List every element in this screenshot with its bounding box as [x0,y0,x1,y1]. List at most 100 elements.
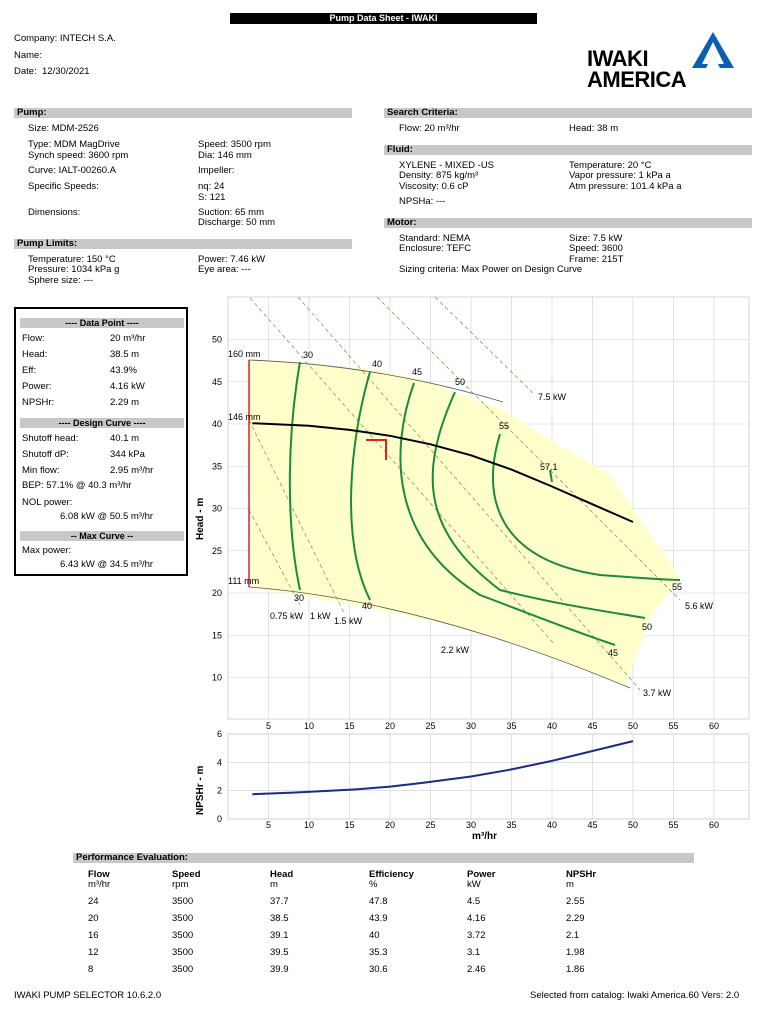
perf-cell: 39.1 [270,930,289,941]
perf-cell: 3500 [172,930,194,941]
npsh-x-tick: 55 [668,820,678,830]
dc-shutoff-head-label: Shutoff head: [22,433,79,444]
perf-cell: 39.9 [270,964,289,975]
dc-min-flow-value: 2.95 m³/hr [110,465,154,476]
eff-label-57: 57.1 [540,462,558,472]
npsh-x-tick: 50 [628,820,638,830]
head-x-tick: 60 [709,721,719,731]
dc-nol-label: NOL power: [22,497,73,508]
mc-max-power-value: 6.43 kW @ 34.5 m³/hr [60,559,154,570]
motor-frame: Frame: 215T [569,254,624,265]
motor-section-header: Motor: [384,218,752,228]
npsh-x-tick: 10 [304,820,314,830]
head-y-tick: 45 [212,377,222,387]
limits-section-header: Pump Limits: [14,239,352,249]
perf-cell: 2.55 [566,896,585,907]
sheet-title: Pump Data Sheet - IWAKI [230,13,537,24]
design-curve-title: ---- Design Curve ---- [20,418,184,428]
dp-power-label: Power: [22,381,52,392]
eff-curve-55 [492,433,681,581]
eff-label-55-right: 55 [672,582,682,592]
footer-right: Selected from catalog: Iwaki America.60 … [530,990,740,1001]
power-line-5-6kw [376,296,681,601]
eff-curve-45 [399,382,616,646]
perf-cell: 16 [88,930,99,941]
min-diameter-curve [248,586,631,689]
flow-axis-label: m³/hr [472,831,497,842]
date-value: 12/30/2021 [42,66,90,77]
eff-label-50-top: 50 [455,377,465,387]
pump-dia: Dia: 146 mm [198,150,252,161]
perf-cell: 39.5 [270,947,289,958]
iwaki-america-logo: IWAKI AMERICA [584,30,740,92]
perf-cell: 8 [88,964,94,975]
eff-label-40-top: 40 [372,359,382,369]
pump-speed: Speed: 3500 rpm [198,139,271,150]
perf-cell: 3500 [172,896,194,907]
perf-header: Power [467,869,496,880]
design-curve [252,422,634,523]
logo-line2: AMERICA [587,67,687,92]
npsh-x-tick: 60 [709,820,719,830]
perf-unit: % [369,879,378,890]
power-line-1kw [248,509,301,606]
perf-unit: rpm [172,879,189,890]
perf-unit: m³/hr [88,879,111,890]
head-y-tick: 40 [212,419,222,429]
perf-cell: 3500 [172,947,194,958]
efficiency-curves [288,361,681,646]
perf-cell: 12 [88,947,99,958]
dc-shutoff-dp-label: Shutoff dP: [22,449,69,460]
head-y-tick: 15 [212,630,222,640]
diameter-label-160: 160 mm [228,349,261,359]
max-curve-title: -- Max Curve -- [20,531,184,541]
fluid-density: Density: 875 kg/m³ [399,170,479,181]
operating-region [249,360,680,685]
pump-nq: nq: 24 [198,181,225,192]
eff-label-50-right: 50 [642,622,652,632]
perf-cell: 20 [88,913,99,924]
npsh-y-tick: 6 [217,729,222,739]
perf-header: Head [270,869,294,880]
npshr-curve [252,740,634,796]
power-line-3-7kw [297,296,641,691]
limit-sphere: Sphere size: --- [28,275,93,286]
perf-header: Efficiency [369,869,414,880]
footer-left: IWAKI PUMP SELECTOR 10.6.2.0 [14,990,162,1001]
eff-curve-30 [288,361,301,591]
eff-curve-57 [549,469,553,483]
power-label-5-6kw: 5.6 kW [685,601,714,611]
motor-enclosure: Enclosure: TEFC [399,243,472,254]
pump-s: S: 121 [198,192,226,203]
dp-flow-label: Flow: [22,333,45,344]
chart-labels: 160 mm 146 mm 111 mm 30 40 45 50 55 57.1… [228,349,714,698]
npsh-x-tick: 45 [587,820,597,830]
max-diameter-curve [248,359,504,403]
dp-flow-value: 20 m³/hr [110,333,146,344]
perf-header: Flow [88,869,110,880]
search-head: Head: 38 m [569,123,619,134]
pump-suction: Suction: 65 mm [198,207,264,218]
pump-type: Type: MDM MagDrive [28,139,120,150]
npsh-chart-grid [228,733,749,820]
dp-npshr-value: 2.29 m [110,397,140,408]
head-x-tick: 40 [547,721,557,731]
head-axis-label: Head - m [195,498,206,540]
fluid-viscosity: Viscosity: 0.6 cP [399,181,469,192]
dp-eff-value: 43.9% [110,365,137,376]
power-label-1-5kw: 1.5 kW [334,616,363,626]
fluid-name: XYLENE - MIXED -US [399,160,495,171]
dc-shutoff-dp-value: 344 kPa [110,449,145,460]
perf-cell: 2.1 [566,930,580,941]
performance-section-header: Performance Evaluation: [73,853,694,863]
diameter-label-146: 146 mm [228,412,261,422]
perf-unit: kW [467,879,481,890]
perf-cell: 1.86 [566,964,585,975]
fluid-atm-pressure: Atm pressure: 101.4 kPa a [569,181,682,192]
power-line-7-5kw [434,296,536,396]
npsh-x-tick: 5 [266,820,271,830]
eff-label-55-top: 55 [499,421,509,431]
dc-shutoff-head-value: 40.1 m [110,433,140,444]
eff-label-40-bottom: 40 [362,601,372,611]
perf-cell: 2.46 [467,964,486,975]
